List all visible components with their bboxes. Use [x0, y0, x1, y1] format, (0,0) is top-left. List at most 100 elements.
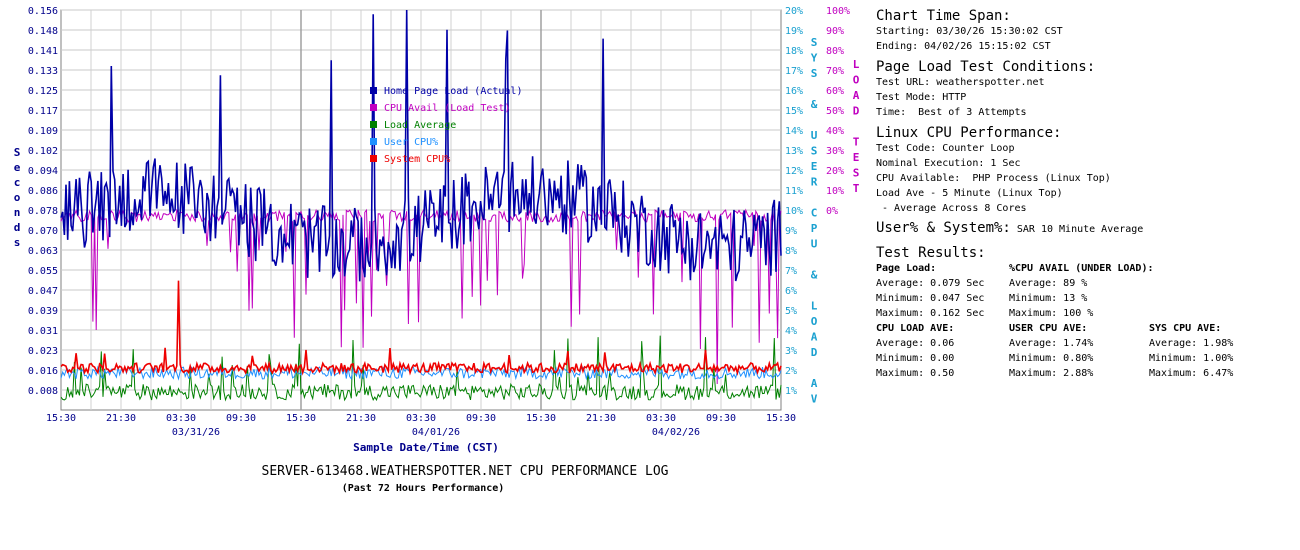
axis-title-char: C — [811, 207, 818, 220]
axis-title-char: S — [811, 67, 818, 80]
right-cpu-tick-label: 20% — [785, 6, 803, 17]
user-cpu-results: USER CPU AVE: Average: 1.74% Minimum: 0.… — [1009, 321, 1093, 381]
right-cpu-tick-label: 5% — [785, 306, 797, 317]
legend-swatch — [370, 155, 377, 162]
left-tick-label: 0.070 — [28, 226, 58, 237]
axis-title-char: L — [811, 300, 818, 313]
right-cpu-tick-label: 12% — [785, 166, 803, 177]
left-tick-label: 0.008 — [28, 386, 58, 397]
right-cpu-tick-label: 13% — [785, 146, 803, 157]
load-ave-note: - Average Across 8 Cores — [876, 203, 1027, 214]
left-tick-label: 0.102 — [28, 146, 58, 157]
left-tick-label: 0.156 — [28, 6, 58, 17]
axis-title-char: E — [853, 151, 860, 164]
axis-title-char: s — [14, 236, 21, 249]
x-tick-label: 15:30 — [526, 413, 556, 424]
series-layer — [60, 9, 782, 402]
axis-title-char: & — [811, 269, 818, 282]
cpu-avail-average: Average: 89 % — [1009, 278, 1088, 289]
page-load-results: Page Load: Average: 0.079 Sec Minimum: 0… — [876, 261, 984, 321]
axis-title-char: U — [811, 238, 818, 251]
x-tick-label: 15:30 — [286, 413, 316, 424]
right-loadtest-tick-label: 90% — [826, 26, 844, 37]
axis-title-char: d — [14, 221, 21, 234]
results-bottom: CPU LOAD AVE: Average: 0.06 Minimum: 0.0… — [876, 321, 1296, 379]
axis-title-char: n — [14, 206, 21, 219]
x-tick-label: 09:30 — [226, 413, 256, 424]
axis-title-char: E — [811, 160, 818, 173]
cpu-performance-chart: Home Page Load (Actual) CPU Avail (Load T… — [14, 6, 860, 494]
test-mode: Test Mode: HTTP — [876, 92, 967, 103]
cpu-load-average: Average: 0.06 — [876, 338, 955, 349]
sys-cpu-title: SYS CPU AVE: — [1149, 323, 1222, 334]
axis-title-char: D — [811, 346, 818, 359]
usersys-note: SAR 10 Minute Average — [1016, 224, 1144, 235]
legend-swatch — [370, 121, 377, 128]
axis-title-char: P — [811, 222, 818, 235]
axis-title-char: c — [14, 176, 21, 189]
axis-title-char: O — [853, 74, 860, 87]
left-tick-label: 0.133 — [28, 66, 58, 77]
axis-title-char: S — [14, 146, 21, 159]
sys-cpu-results: SYS CPU AVE: Average: 1.98% Minimum: 1.0… — [1149, 321, 1233, 381]
axis-title-char: T — [853, 136, 860, 149]
series-line-system-cpu- — [60, 280, 782, 377]
right-cpu-tick-label: 11% — [785, 186, 803, 197]
right-cpu-tick-label: 4% — [785, 326, 797, 337]
legend-label: System CPU% — [384, 154, 450, 165]
left-tick-label: 0.086 — [28, 186, 58, 197]
date-label: 03/31/26 — [172, 427, 220, 438]
cpu-load-maximum: Maximum: 0.50 — [876, 368, 955, 379]
ticks: 0.156 0.148 0.141 0.133 0.125 0.117 0.109 0.102… — [28, 6, 850, 438]
cpu-avail-results: %CPU AVAIL (UNDER LOAD): Average: 89 % M… — [1009, 261, 1154, 321]
cpu-load-minimum: Minimum: 0.00 — [876, 353, 955, 364]
nominal: Nominal Execution: 1 Sec — [876, 158, 1021, 169]
right-cpu-tick-label: 14% — [785, 126, 803, 137]
date-label: 04/01/26 — [412, 427, 460, 438]
chart-title: SERVER-613468.WEATHERSPOTTER.NET CPU PER… — [262, 464, 669, 479]
user-cpu-maximum: Maximum: 2.88% — [1009, 368, 1094, 379]
cpu-avail-minimum: Minimum: 13 % — [1009, 293, 1088, 304]
left-tick-label: 0.039 — [28, 306, 58, 317]
left-tick-label: 0.141 — [28, 46, 58, 57]
test-code: Test Code: Counter Loop — [876, 143, 1015, 154]
right-cpu-tick-label: 9% — [785, 226, 797, 237]
series-line-cpu-avail-load-test- — [60, 208, 782, 385]
cpu-avail-title: %CPU AVAIL (UNDER LOAD): — [1009, 263, 1154, 274]
axis-title-char: V — [811, 393, 818, 406]
x-tick-label: 03:30 — [646, 413, 676, 424]
right-cpu-tick-label: 2% — [785, 366, 797, 377]
x-axis-title: Sample Date/Time (CST) — [353, 441, 499, 454]
results-title: Test Results: — [876, 245, 986, 261]
axis-title-char: Y — [811, 52, 818, 65]
left-tick-label: 0.023 — [28, 346, 58, 357]
x-tick-label: 09:30 — [706, 413, 736, 424]
info-panel: Chart Time Span: Starting: 03/30/26 15:3… — [876, 8, 1296, 379]
right-cpu-tick-label: 8% — [785, 246, 797, 257]
left-tick-label: 0.078 — [28, 206, 58, 217]
legend: Home Page Load (Actual) CPU Avail (Load T… — [370, 86, 522, 165]
legend-label: Home Page Load (Actual) — [384, 86, 522, 97]
axis-title-char: e — [14, 161, 21, 174]
axis-title-char: A — [853, 89, 860, 102]
left-tick-label: 0.055 — [28, 266, 58, 277]
axis-title-char: D — [853, 105, 860, 118]
chart-subtitle: (Past 72 Hours Performance) — [342, 483, 505, 494]
right-loadtest-tick-label: 50% — [826, 106, 844, 117]
right-loadtest-tick-label: 0% — [826, 206, 838, 217]
user-cpu-title: USER CPU AVE: — [1009, 323, 1088, 334]
right-cpu-tick-label: 6% — [785, 286, 797, 297]
x-tick-label: 15:30 — [766, 413, 796, 424]
axis-title-char: S — [811, 36, 818, 49]
right-loadtest-tick-label: 80% — [826, 46, 844, 57]
right-loadtest-tick-label: 30% — [826, 146, 844, 157]
test-url: Test URL: weatherspotter.net — [876, 77, 1045, 88]
x-tick-label: 09:30 — [466, 413, 496, 424]
cpu-title: Linux CPU Performance: — [876, 125, 1062, 141]
axis-title-char: O — [811, 315, 818, 328]
starting: Starting: 03/30/26 15:30:02 CST — [876, 26, 1063, 37]
right-loadtest-tick-label: 40% — [826, 126, 844, 137]
right-cpu-tick-label: 15% — [785, 106, 803, 117]
